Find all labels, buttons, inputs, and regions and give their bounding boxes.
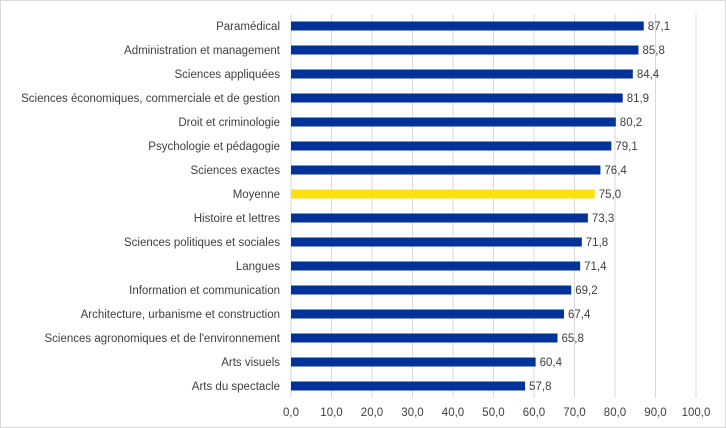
category-label: Sciences agronomiques et de l'environnem… (44, 333, 280, 345)
category-label: Information et communication (129, 285, 280, 297)
category-label: Histoire et lettres (194, 213, 281, 225)
x-tick-label: 90,0 (644, 407, 666, 419)
category-label: Psychologie et pédagogie (148, 141, 280, 153)
category-label: Architecture, urbanisme et construction (81, 309, 280, 321)
value-label: 79,1 (615, 141, 637, 153)
category-label: Administration et management (124, 45, 281, 57)
category-label: Arts du spectacle (192, 381, 280, 393)
value-label: 67,4 (568, 309, 591, 321)
category-label: Sciences appliquées (175, 69, 281, 81)
category-label: Moyenne (233, 189, 280, 201)
value-label: 85,8 (642, 45, 664, 57)
x-tick-label: 70,0 (563, 407, 585, 419)
bar (291, 237, 582, 247)
bar (291, 213, 588, 223)
bar (291, 357, 536, 367)
bar (291, 69, 633, 79)
bar (291, 261, 581, 271)
bar (291, 165, 601, 175)
bar (291, 117, 616, 127)
x-tick-label: 20,0 (361, 407, 383, 419)
x-tick-label: 60,0 (523, 407, 545, 419)
category-label: Sciences exactes (191, 165, 281, 177)
category-labels: Paramédical Administration et management S… (21, 21, 281, 393)
category-label: Paramédical (216, 21, 280, 33)
value-label: 81,9 (627, 93, 649, 105)
bar-average (291, 189, 595, 199)
value-label: 87,1 (648, 21, 670, 33)
x-tick-label: 100,0 (682, 407, 711, 419)
value-label: 60,4 (540, 357, 563, 369)
value-label: 71,8 (586, 237, 608, 249)
x-axis-ticks: 0,0 10,0 20,0 30,0 40,0 50,0 60,0 70,0 80,0 90,0 1… (283, 407, 710, 419)
category-label: Droit et criminologie (178, 117, 280, 129)
bars (291, 21, 644, 391)
bar (291, 333, 558, 343)
value-label: 71,4 (584, 261, 607, 273)
value-label: 84,4 (637, 69, 660, 81)
value-labels: 87,1 85,8 84,4 81,9 80,2 79,1 76,4 75,0 73,3 71,8… (529, 21, 670, 393)
x-tick-label: 10,0 (320, 407, 342, 419)
value-label: 69,2 (575, 285, 597, 297)
bar (291, 141, 612, 151)
category-label: Sciences politiques et sociales (124, 237, 280, 249)
value-label: 80,2 (620, 117, 642, 129)
value-label: 73,3 (592, 213, 614, 225)
value-label: 65,8 (561, 333, 583, 345)
x-tick-label: 40,0 (442, 407, 464, 419)
x-tick-label: 0,0 (283, 407, 299, 419)
bar (291, 381, 526, 391)
bar (291, 45, 639, 55)
category-label: Arts visuels (221, 357, 280, 369)
category-label: Sciences économiques, commerciale et de … (21, 93, 280, 105)
bar (291, 93, 623, 103)
value-label: 76,4 (604, 165, 627, 177)
bar (291, 285, 572, 295)
bar (291, 309, 564, 319)
x-tick-label: 80,0 (604, 407, 626, 419)
bar (291, 21, 644, 31)
value-label: 57,8 (529, 381, 551, 393)
x-tick-label: 50,0 (482, 407, 504, 419)
category-label: Langues (236, 261, 280, 273)
value-label: 75,0 (599, 189, 621, 201)
x-tick-label: 30,0 (401, 407, 423, 419)
